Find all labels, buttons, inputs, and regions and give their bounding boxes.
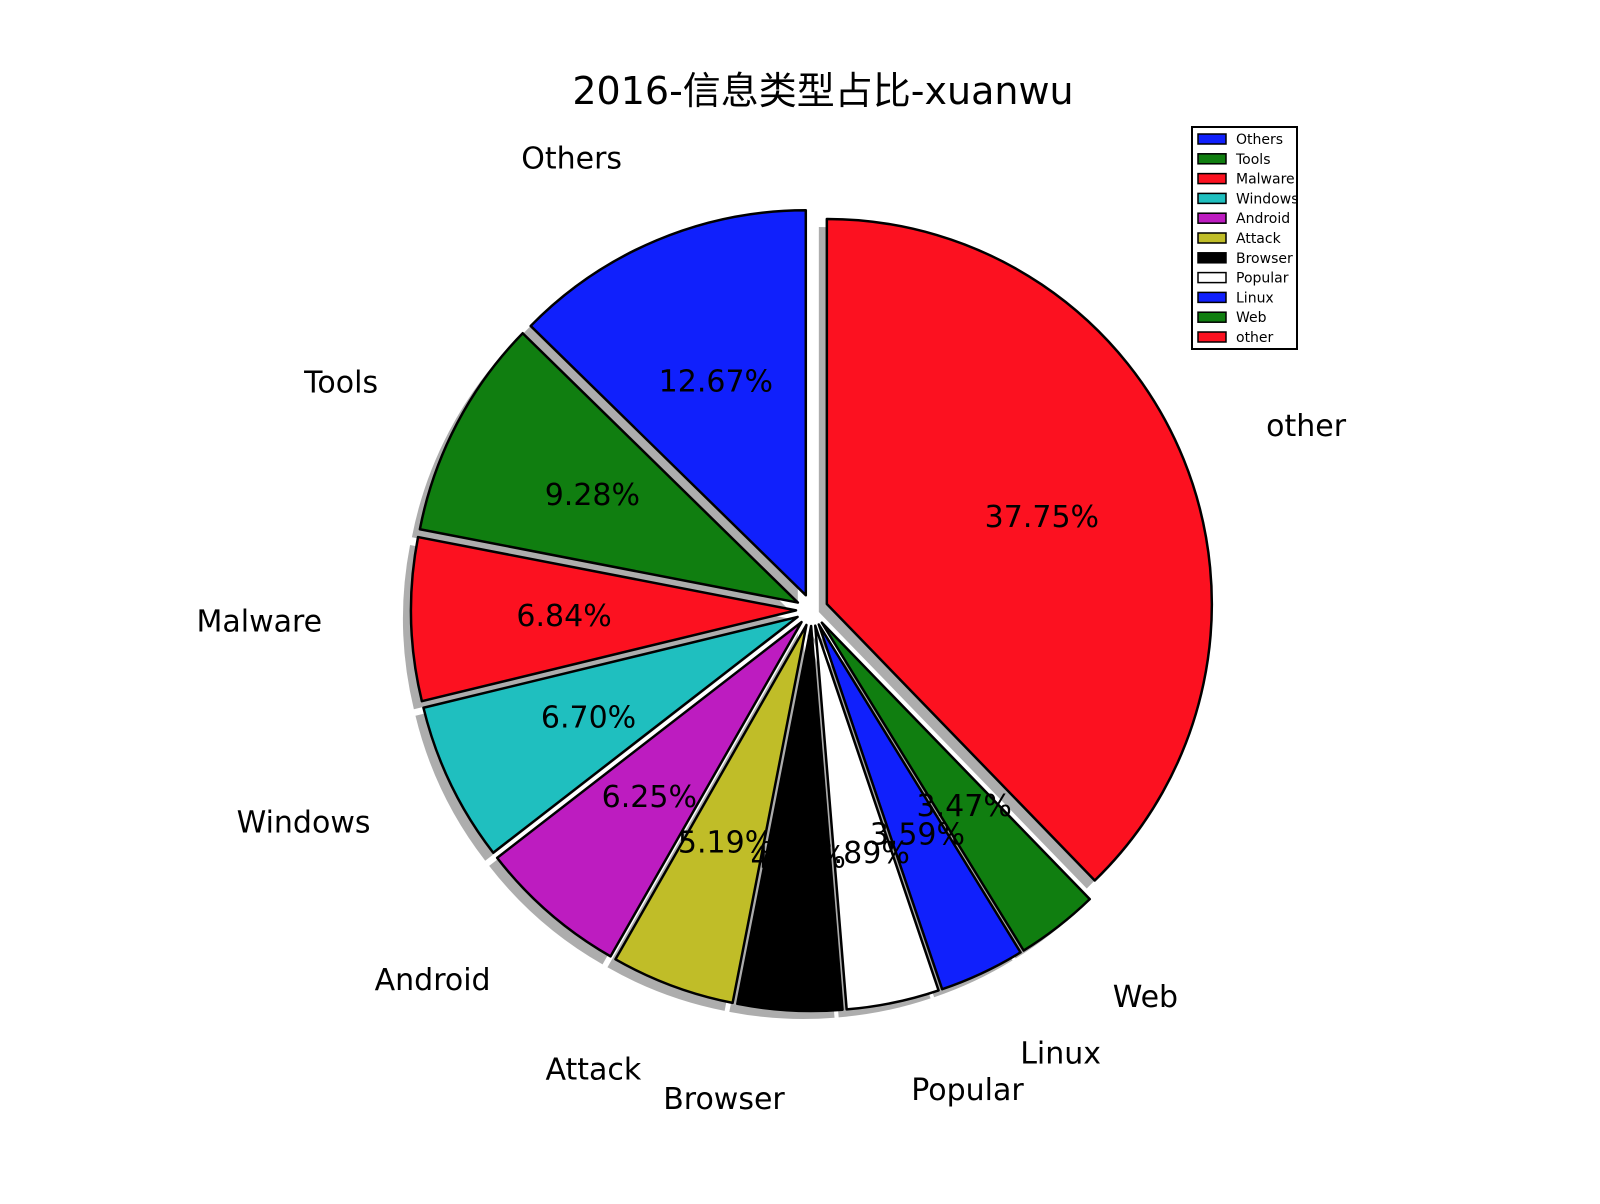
legend-label-linux: Linux (1236, 290, 1274, 306)
legend-swatch-linux (1197, 291, 1227, 304)
chart-title: 2016-信息类型占比-xuanwu (572, 69, 1073, 113)
legend: Others Tools Malware Windows Android Attack Br… (1191, 126, 1299, 350)
legend-swatch-other (1197, 331, 1227, 343)
legend-swatch-browser (1197, 252, 1227, 264)
legend-swatch-attack (1197, 232, 1227, 244)
slice-malware (409, 535, 798, 703)
slice-others (529, 209, 808, 597)
slice-android (495, 620, 803, 958)
slice-attack (614, 623, 808, 1005)
category-label-popular: Popular (911, 1073, 1024, 1108)
percent-label-attack: 5.19% (678, 825, 773, 860)
percent-label-windows: 6.70% (541, 701, 636, 736)
category-label-web: Web (1113, 980, 1178, 1015)
category-label-linux: Linux (1020, 1037, 1101, 1072)
slice-windows (422, 615, 799, 854)
legend-swatch-popular (1197, 271, 1227, 284)
category-label-android: Android (375, 963, 491, 998)
percent-label-android: 6.25% (602, 780, 697, 815)
category-label-other: other (1266, 409, 1347, 444)
category-label-others: Others (521, 141, 622, 176)
percent-label-others: 12.67% (659, 364, 773, 399)
legend-swatch-web (1197, 311, 1227, 323)
percent-label-linux: 3.59% (870, 817, 965, 852)
percent-label-other: 37.75% (985, 500, 1099, 535)
percent-label-popular: 3.89% (815, 836, 910, 871)
legend-swatch-others (1197, 133, 1227, 145)
legend-swatch-tools (1197, 153, 1227, 165)
slice-popular (813, 624, 940, 1011)
slice-web (820, 621, 1091, 952)
pie-slices (409, 209, 1214, 1013)
legend-label-browser: Browser (1236, 251, 1293, 267)
legend-label-other: other (1236, 330, 1274, 346)
percent-label-malware: 6.84% (516, 599, 611, 634)
legend-label-web: Web (1236, 310, 1267, 326)
legend-label-attack: Attack (1236, 231, 1282, 247)
legend-swatch-malware (1197, 172, 1227, 185)
slice-tools (418, 332, 800, 604)
legend-label-android: Android (1236, 211, 1290, 227)
slice-linux (817, 623, 1022, 991)
legend-label-windows: Windows (1236, 191, 1299, 207)
category-label-browser: Browser (663, 1082, 785, 1117)
legend-swatch-windows (1197, 192, 1227, 205)
legend-label-popular: Popular (1236, 271, 1289, 287)
legend-label-malware: Malware (1236, 172, 1295, 188)
percent-labels: 37.75% 3.47%3.59%3.89%4.37%5.19% 6.25% 6.70… (516, 364, 1099, 875)
category-label-tools: Tools (303, 365, 378, 400)
category-label-windows: Windows (237, 806, 371, 841)
legend-label-others: Others (1236, 132, 1283, 148)
percent-label-tools: 9.28% (545, 478, 640, 513)
legend-label-tools: Tools (1235, 152, 1271, 168)
slice-other (825, 217, 1214, 882)
slice-browser (736, 624, 844, 1013)
category-label-attack: Attack (545, 1052, 641, 1087)
legend-swatch-android (1197, 212, 1227, 224)
percent-label-web: 3.47% (917, 789, 1012, 824)
category-labels: otherWebLinuxPopularBrowserAttackAndroid… (196, 141, 1346, 1117)
category-label-malware: Malware (196, 604, 322, 639)
percent-label-browser: 4.37% (751, 841, 846, 876)
